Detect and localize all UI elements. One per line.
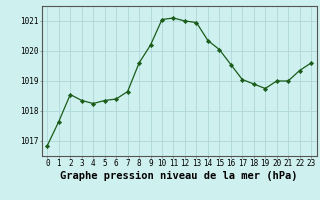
X-axis label: Graphe pression niveau de la mer (hPa): Graphe pression niveau de la mer (hPa) bbox=[60, 171, 298, 181]
